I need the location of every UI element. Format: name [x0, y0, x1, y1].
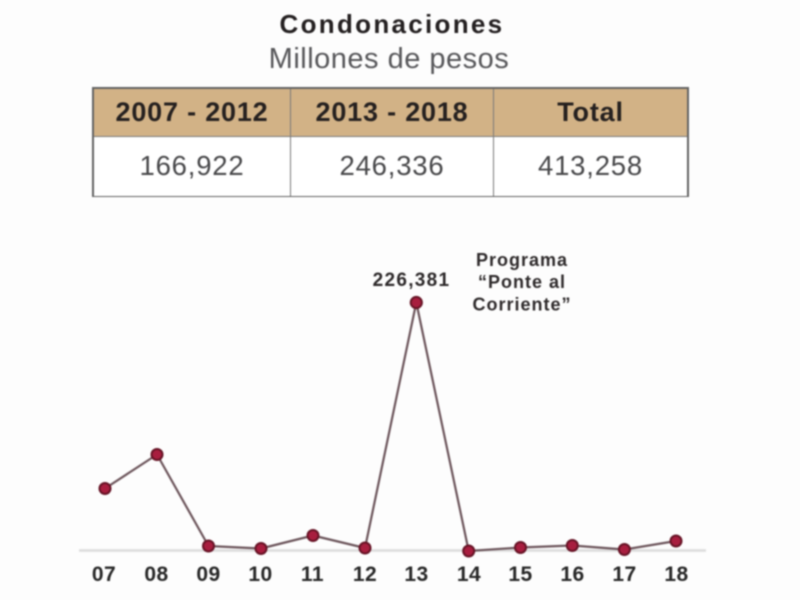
svg-text:Programa: Programa	[476, 250, 568, 270]
svg-text:09: 09	[196, 563, 220, 586]
svg-text:18: 18	[664, 563, 688, 586]
svg-text:“Ponte al: “Ponte al	[478, 272, 566, 292]
svg-text:12: 12	[353, 563, 377, 586]
svg-text:11: 11	[301, 563, 324, 586]
svg-text:16: 16	[560, 563, 584, 586]
svg-text:14: 14	[457, 563, 481, 586]
svg-text:Corriente”: Corriente”	[472, 295, 571, 315]
svg-text:07: 07	[92, 563, 116, 586]
svg-text:17: 17	[612, 563, 636, 586]
svg-text:226,381: 226,381	[373, 270, 451, 291]
svg-text:10: 10	[248, 563, 272, 586]
svg-text:15: 15	[508, 563, 532, 586]
svg-text:13: 13	[404, 563, 428, 586]
svg-text:08: 08	[144, 563, 168, 586]
